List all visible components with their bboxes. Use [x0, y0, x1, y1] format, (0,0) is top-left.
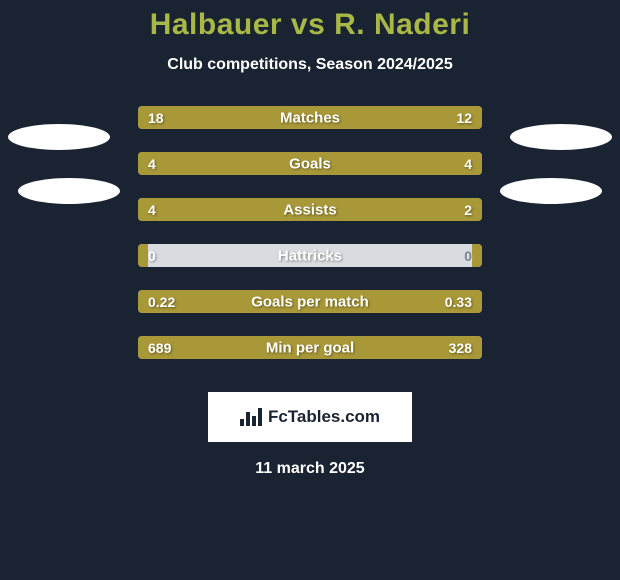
bar-left — [138, 152, 310, 175]
stats-block: Matches 18 12 Goals 4 4 Assists 4 2 Hattricks 0 0 Go… — [0, 106, 620, 382]
stat-value-right: 0 — [464, 248, 472, 264]
chart-icon — [240, 408, 262, 426]
stat-label: Assists — [283, 201, 336, 218]
stat-value-left: 0 — [148, 248, 156, 264]
stat-row: Min per goal 689 328 — [0, 336, 620, 382]
stat-value-right: 0.33 — [445, 294, 472, 310]
stat-value-left: 4 — [148, 202, 156, 218]
stat-value-left: 0.22 — [148, 294, 175, 310]
stat-bar: Goals 4 4 — [138, 152, 482, 175]
subtitle: Club competitions, Season 2024/2025 — [0, 56, 620, 74]
stat-value-left: 18 — [148, 110, 164, 126]
bar-left — [138, 244, 148, 267]
stat-label: Goals — [289, 155, 331, 172]
stat-value-left: 689 — [148, 340, 171, 356]
comparison-card: Halbauer vs R. Naderi Club competitions,… — [0, 0, 620, 478]
stat-row: Assists 4 2 — [0, 198, 620, 244]
stat-label: Matches — [280, 109, 340, 126]
stat-label: Hattricks — [278, 247, 342, 264]
page-title: Halbauer vs R. Naderi — [0, 8, 620, 42]
stat-value-right: 12 — [456, 110, 472, 126]
stat-value-right: 4 — [464, 156, 472, 172]
stat-value-right: 328 — [449, 340, 472, 356]
stat-bar: Matches 18 12 — [138, 106, 482, 129]
stat-bar: Assists 4 2 — [138, 198, 482, 221]
player-badge-right-2 — [500, 178, 602, 204]
date-text: 11 march 2025 — [0, 460, 620, 478]
player-badge-left-1 — [8, 124, 110, 150]
stat-row: Hattricks 0 0 — [0, 244, 620, 290]
player-badge-left-2 — [18, 178, 120, 204]
stat-label: Min per goal — [266, 339, 354, 356]
stat-value-right: 2 — [464, 202, 472, 218]
stat-bar: Min per goal 689 328 — [138, 336, 482, 359]
player-badge-right-1 — [510, 124, 612, 150]
stat-value-left: 4 — [148, 156, 156, 172]
stat-row: Goals per match 0.22 0.33 — [0, 290, 620, 336]
bar-right — [310, 152, 482, 175]
stat-bar: Hattricks 0 0 — [138, 244, 482, 267]
logo-text: FcTables.com — [268, 407, 380, 427]
bar-right — [472, 244, 482, 267]
stat-label: Goals per match — [251, 293, 369, 310]
logo-box: FcTables.com — [208, 392, 412, 442]
stat-bar: Goals per match 0.22 0.33 — [138, 290, 482, 313]
